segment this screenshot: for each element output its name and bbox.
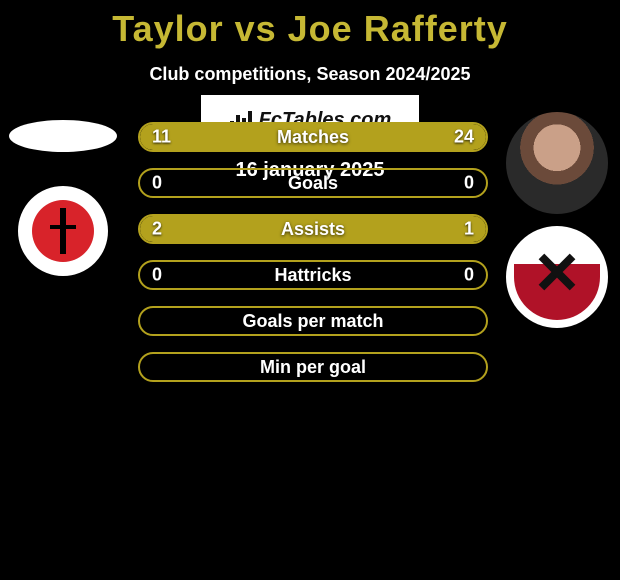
player-photo-placeholder (9, 120, 117, 152)
stat-value-left: 0 (152, 173, 162, 194)
right-player-column (502, 112, 612, 340)
left-player-column (8, 112, 118, 294)
stat-label: Goals (288, 173, 338, 194)
stat-value-right: 0 (464, 173, 474, 194)
club-badge-right (506, 226, 608, 328)
stat-value-right: 24 (454, 127, 474, 148)
club-badge-left (12, 180, 114, 282)
stat-bar: 0 0 Goals (138, 168, 488, 198)
stat-value-right: 0 (464, 265, 474, 286)
stat-bar: 0 0 Hattricks (138, 260, 488, 290)
stat-bar: 2 1 Assists (138, 214, 488, 244)
stat-bar: Goals per match (138, 306, 488, 336)
stat-label: Goals per match (242, 311, 383, 332)
stat-value-left: 0 (152, 265, 162, 286)
stat-bar: Min per goal (138, 352, 488, 382)
comparison-bars: 11 24 Matches 0 0 Goals 2 1 Assists 0 0 Hattricks Go… (138, 122, 488, 398)
stat-value-left: 11 (152, 127, 171, 148)
stat-label: Min per goal (260, 357, 366, 378)
windmill-icon (535, 250, 579, 294)
player-photo-right (506, 112, 608, 214)
stat-value-left: 2 (152, 219, 162, 240)
stat-label: Assists (281, 219, 345, 240)
stat-value-right: 1 (464, 219, 474, 240)
page-subtitle: Club competitions, Season 2024/2025 (0, 64, 620, 85)
stat-label: Hattricks (274, 265, 351, 286)
stat-bar: 11 24 Matches (138, 122, 488, 152)
stat-label: Matches (277, 127, 349, 148)
page-title: Taylor vs Joe Rafferty (0, 0, 620, 50)
